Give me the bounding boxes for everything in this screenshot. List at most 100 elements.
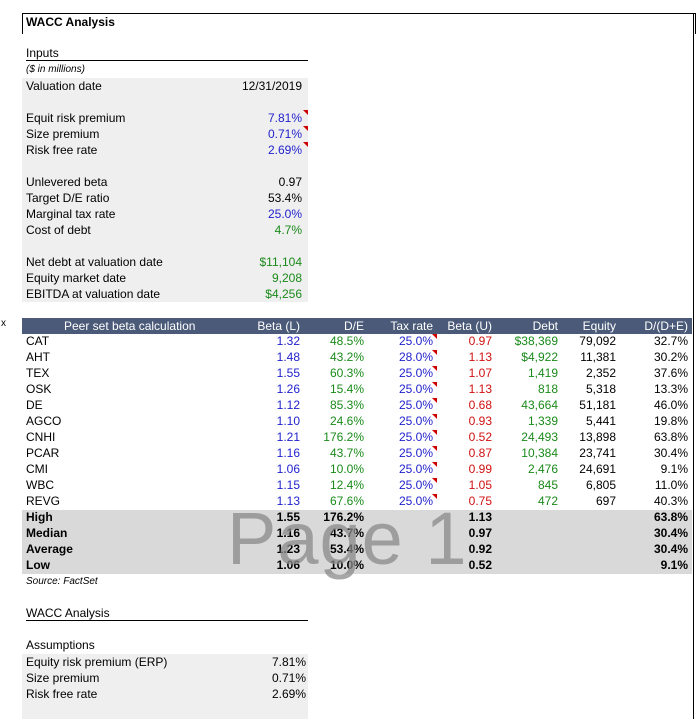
table-row[interactable]: DE 1.12 85.3% 25.0% 0.68 43,664 51,181 46.0%: [22, 398, 692, 414]
comment-indicator-icon[interactable]: [432, 398, 437, 403]
cell-peer-name[interactable]: AGCO: [26, 414, 62, 428]
table-row[interactable]: CMI 1.06 10.0% 25.0% 0.99 2,476 24,691 9.1%: [22, 462, 692, 478]
table-row[interactable]: TEX 1.55 60.3% 25.0% 1.07 1,419 2,352 37.6%: [22, 366, 692, 382]
tax-rate-value[interactable]: 25.0%: [267, 207, 302, 221]
summary-de[interactable]: 53.4%: [329, 542, 364, 556]
cell-beta-l[interactable]: 1.55: [276, 366, 300, 380]
ebitda-row[interactable]: EBITDA at valuation date $4,256: [22, 286, 308, 302]
summary-peer-name[interactable]: Median: [26, 526, 68, 540]
cell-peer-name[interactable]: TEX: [26, 366, 50, 380]
summary-row[interactable]: Median 1.16 43.7% 0.97 30.4%: [22, 526, 692, 542]
cell-tax-rate[interactable]: 25.0%: [398, 462, 433, 476]
cell-de[interactable]: 24.6%: [329, 414, 364, 428]
valuation-date-value[interactable]: 12/31/2019: [241, 79, 302, 93]
table-row[interactable]: PCAR 1.16 43.7% 25.0% 0.87 10,384 23,741 30.4%: [22, 446, 692, 462]
cell-debt-ratio[interactable]: 30.2%: [653, 350, 688, 364]
summary-row[interactable]: Low 1.06 10.0% 0.52 9.1%: [22, 558, 692, 574]
cell-debt-ratio[interactable]: 30.4%: [653, 446, 688, 460]
risk-free-row[interactable]: Risk free rate 2.69%: [22, 142, 308, 158]
cell-beta-u[interactable]: 1.13: [468, 350, 492, 364]
summary-beta-u[interactable]: 0.97: [468, 526, 492, 540]
comment-indicator-icon[interactable]: [432, 446, 437, 451]
wacc-rf-value[interactable]: 2.69%: [271, 687, 306, 701]
summary-beta-l[interactable]: 1.23: [276, 542, 300, 556]
summary-row[interactable]: High 1.55 176.2% 1.13 63.8%: [22, 510, 692, 526]
comment-indicator-icon[interactable]: [432, 366, 437, 371]
cell-beta-u[interactable]: 0.99: [468, 462, 492, 476]
cell-tax-rate[interactable]: 25.0%: [398, 446, 433, 460]
cell-beta-u[interactable]: 0.93: [468, 414, 492, 428]
wacc-rf-row[interactable]: Risk free rate 2.69%: [22, 686, 308, 702]
cell-beta-u[interactable]: 1.05: [468, 478, 492, 492]
cell-debt[interactable]: 43,664: [521, 398, 558, 412]
summary-row[interactable]: Average 1.23 53.4% 0.92 30.4%: [22, 542, 692, 558]
cell-tax-rate[interactable]: 28.0%: [398, 350, 433, 364]
cell-tax-rate[interactable]: 25.0%: [398, 382, 433, 396]
summary-beta-u[interactable]: 0.52: [468, 558, 492, 572]
comment-indicator-icon[interactable]: [432, 478, 437, 483]
cell-equity[interactable]: 2,352: [585, 366, 616, 380]
summary-peer-name[interactable]: Low: [26, 558, 50, 572]
cell-tax-rate[interactable]: 25.0%: [398, 478, 433, 492]
equity-market-row[interactable]: Equity market date 9,208: [22, 270, 308, 286]
cell-equity[interactable]: 5,318: [585, 382, 616, 396]
size-premium-value[interactable]: 0.71%: [267, 127, 302, 141]
tax-rate-row[interactable]: Marginal tax rate 25.0%: [22, 206, 308, 222]
cell-beta-l[interactable]: 1.10: [276, 414, 300, 428]
cell-de[interactable]: 67.6%: [329, 494, 364, 508]
cell-debt-ratio[interactable]: 32.7%: [653, 334, 688, 348]
cell-debt-ratio[interactable]: 9.1%: [660, 462, 688, 476]
table-row[interactable]: CAT 1.32 48.5% 25.0% 0.97 $38,369 79,092 32.7%: [22, 334, 692, 350]
erp-row[interactable]: Equit risk premium 7.81%: [22, 110, 308, 126]
net-debt-value[interactable]: $11,104: [259, 255, 303, 269]
cell-beta-u[interactable]: 0.87: [468, 446, 492, 460]
cell-beta-l[interactable]: 1.21: [276, 430, 300, 444]
summary-beta-l[interactable]: 1.55: [276, 510, 300, 524]
cell-debt[interactable]: 1,419: [527, 366, 558, 380]
cell-debt-ratio[interactable]: 40.3%: [653, 494, 688, 508]
cell-peer-name[interactable]: CMI: [26, 462, 48, 476]
comment-indicator-icon[interactable]: [303, 142, 308, 147]
size-premium-row[interactable]: Size premium 0.71%: [22, 126, 308, 142]
cell-debt[interactable]: 2,476: [527, 462, 558, 476]
summary-beta-l[interactable]: 1.06: [276, 558, 300, 572]
summary-beta-u[interactable]: 0.92: [468, 542, 492, 556]
wacc-size-row[interactable]: Size premium 0.71%: [22, 670, 308, 686]
cell-debt-ratio[interactable]: 63.8%: [653, 430, 688, 444]
cell-beta-u[interactable]: 0.68: [468, 398, 492, 412]
cell-de[interactable]: 43.7%: [329, 446, 364, 460]
comment-indicator-icon[interactable]: [432, 494, 437, 499]
table-row[interactable]: AHT 1.48 43.2% 28.0% 1.13 $4,922 11,381 30.2%: [22, 350, 692, 366]
cell-debt[interactable]: 24,493: [521, 430, 558, 444]
comment-indicator-icon[interactable]: [303, 126, 308, 131]
cell-beta-u[interactable]: 1.13: [468, 382, 492, 396]
cell-debt[interactable]: $38,369: [514, 334, 558, 348]
table-row[interactable]: REVG 1.13 67.6% 25.0% 0.75 472 697 40.3%: [22, 494, 692, 510]
comment-indicator-icon[interactable]: [432, 334, 437, 339]
summary-peer-name[interactable]: High: [26, 510, 53, 524]
summary-debt-ratio[interactable]: 30.4%: [653, 526, 688, 540]
cell-beta-u[interactable]: 1.07: [468, 366, 492, 380]
cell-beta-u[interactable]: 0.52: [468, 430, 492, 444]
cell-debt-ratio[interactable]: 19.8%: [653, 414, 688, 428]
cost-of-debt-value[interactable]: 4.7%: [274, 223, 302, 237]
comment-indicator-icon[interactable]: [432, 414, 437, 419]
summary-beta-u[interactable]: 1.13: [468, 510, 492, 524]
target-de-value[interactable]: 53.4%: [267, 191, 302, 205]
cell-beta-l[interactable]: 1.26: [276, 382, 300, 396]
cell-de[interactable]: 60.3%: [329, 366, 364, 380]
wacc-erp-value[interactable]: 7.81%: [271, 655, 306, 669]
cell-tax-rate[interactable]: 25.0%: [398, 334, 433, 348]
cell-de[interactable]: 176.2%: [323, 430, 364, 444]
cell-debt[interactable]: $4,922: [521, 350, 558, 364]
table-row[interactable]: AGCO 1.10 24.6% 25.0% 0.93 1,339 5,441 19.8%: [22, 414, 692, 430]
cell-peer-name[interactable]: WBC: [26, 478, 54, 492]
cell-beta-u[interactable]: 0.97: [468, 334, 492, 348]
table-row[interactable]: CNHI 1.21 176.2% 25.0% 0.52 24,493 13,898 63.8%: [22, 430, 692, 446]
cell-tax-rate[interactable]: 25.0%: [398, 414, 433, 428]
summary-debt-ratio[interactable]: 30.4%: [653, 542, 688, 556]
cell-de[interactable]: 15.4%: [329, 382, 364, 396]
cell-beta-l[interactable]: 1.32: [276, 334, 300, 348]
cell-tax-rate[interactable]: 25.0%: [398, 494, 433, 508]
cell-debt[interactable]: 845: [537, 478, 558, 492]
